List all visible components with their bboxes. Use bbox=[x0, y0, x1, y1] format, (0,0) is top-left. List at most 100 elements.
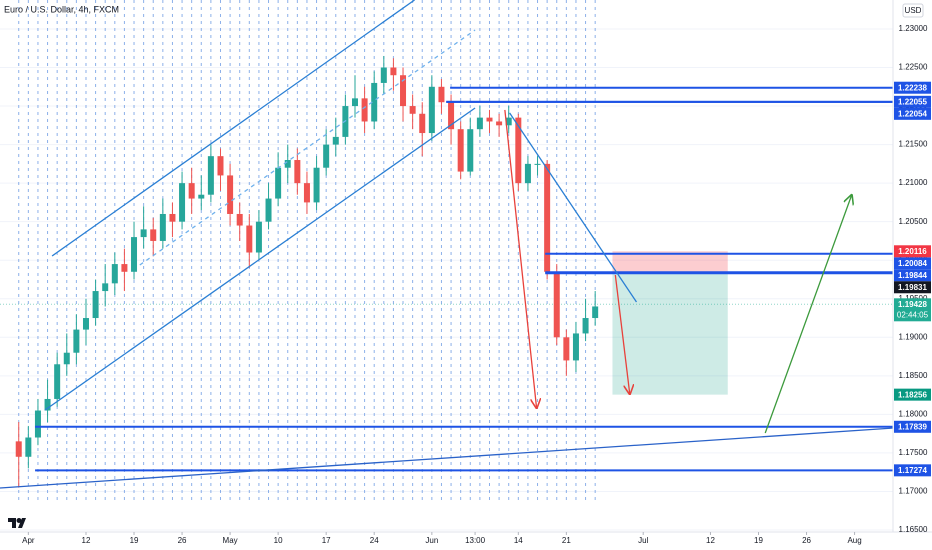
y-tick-label: 1.20500 bbox=[899, 217, 928, 226]
price-label-box bbox=[894, 269, 931, 282]
currency: USD bbox=[905, 6, 922, 15]
candle-body bbox=[198, 194, 205, 199]
candle-body bbox=[25, 437, 32, 457]
price-label: 1.22238 bbox=[898, 83, 927, 92]
candle-body bbox=[457, 129, 464, 172]
y-tick-label: 1.23000 bbox=[899, 24, 928, 33]
x-tick-label: 21 bbox=[562, 536, 571, 545]
trend-line bbox=[614, 274, 629, 394]
candle-body bbox=[236, 213, 243, 226]
logo bbox=[8, 518, 26, 528]
candle-body bbox=[361, 98, 368, 122]
price-label: 1.22054 bbox=[898, 109, 927, 118]
candle-body bbox=[34, 410, 41, 438]
candle-body bbox=[255, 221, 262, 253]
candle-body bbox=[265, 198, 272, 222]
candle-body bbox=[553, 271, 560, 338]
x-tick-label: 26 bbox=[802, 536, 811, 545]
price-labels: 1.22238 1.22055 1.22054 1.20084 1.19844 1.198… bbox=[894, 81, 931, 477]
candle-body bbox=[380, 67, 387, 83]
candle-body bbox=[467, 129, 474, 172]
candle-body bbox=[544, 163, 551, 272]
candle-body bbox=[169, 213, 176, 222]
drawings bbox=[0, 0, 894, 489]
y-tick-label: 1.18000 bbox=[899, 409, 928, 418]
candle-body bbox=[179, 183, 186, 222]
candle-body bbox=[592, 306, 599, 319]
candle-body bbox=[159, 213, 166, 241]
price-label-box bbox=[894, 81, 931, 94]
candle-body bbox=[515, 117, 522, 184]
candle-body bbox=[505, 117, 512, 126]
trend-line bbox=[764, 195, 851, 434]
x-tick-label: 19 bbox=[754, 536, 763, 545]
y-tick-label: 1.16500 bbox=[899, 525, 928, 534]
price-label-box bbox=[894, 245, 931, 258]
price-label-box bbox=[894, 420, 931, 433]
price-label: 1.19831 bbox=[898, 283, 927, 292]
price-label-box bbox=[894, 257, 931, 270]
target-zone bbox=[612, 273, 728, 395]
x-tick-label: 13:00 bbox=[465, 536, 486, 545]
candle-body bbox=[419, 113, 426, 134]
y-tick-label: 1.17500 bbox=[899, 448, 928, 457]
y-tick-label: 1.19000 bbox=[899, 332, 928, 341]
trend-line bbox=[44, 107, 476, 411]
x-tick-label: 17 bbox=[322, 536, 331, 545]
candles bbox=[15, 55, 599, 488]
candle-body bbox=[428, 86, 435, 134]
candle-body bbox=[73, 329, 80, 353]
price-label-box bbox=[894, 388, 931, 401]
candle-body bbox=[323, 144, 330, 168]
candle-body bbox=[111, 264, 118, 284]
drawings-back bbox=[0, 251, 893, 395]
symbol-title: Euro / U.S. Dollar, 4h, FXCM bbox=[4, 4, 119, 14]
x-tick-label: Jun bbox=[425, 536, 438, 545]
candle-body bbox=[140, 229, 147, 238]
candle-body bbox=[524, 163, 531, 184]
x-tick-label: Aug bbox=[847, 536, 861, 545]
candle-body bbox=[121, 264, 128, 272]
price-label-box bbox=[894, 95, 931, 108]
candle-body bbox=[390, 67, 397, 76]
x-tick-label: 24 bbox=[370, 536, 379, 545]
candle-body bbox=[303, 183, 310, 203]
trend-line bbox=[0, 427, 894, 489]
candle-body bbox=[351, 98, 358, 107]
price-label: 1.20116 bbox=[898, 247, 927, 256]
candle-body bbox=[313, 167, 320, 203]
candle-body bbox=[409, 106, 416, 114]
candle-body bbox=[217, 156, 224, 176]
candle-body bbox=[44, 398, 51, 411]
candle-body bbox=[496, 121, 503, 126]
y-tick-label: 1.18500 bbox=[899, 371, 928, 380]
x-tick-label: 14 bbox=[514, 536, 523, 545]
candle-body bbox=[63, 352, 70, 365]
candle-body bbox=[400, 75, 407, 107]
trend-line bbox=[504, 109, 537, 408]
y-tick-label: 1.21000 bbox=[899, 178, 928, 187]
price-label-box bbox=[894, 464, 931, 477]
x-tick-label: May bbox=[223, 536, 238, 545]
y-tick-label: 1.21500 bbox=[899, 140, 928, 149]
price-label: 1.18256 bbox=[898, 390, 927, 399]
candle-body bbox=[15, 441, 22, 457]
price-label: 1.17839 bbox=[898, 422, 927, 431]
stop-zone bbox=[612, 251, 728, 274]
price-label: 1.19428 bbox=[898, 300, 927, 309]
candle-body bbox=[82, 318, 89, 330]
x-tick-label: 10 bbox=[274, 536, 283, 545]
candle-body bbox=[207, 156, 214, 195]
currency-box[interactable] bbox=[902, 3, 924, 18]
x-tick-label: Apr bbox=[22, 536, 35, 545]
candle-body bbox=[582, 318, 589, 334]
x-tick-label: 12 bbox=[82, 536, 91, 545]
candle-body bbox=[54, 364, 61, 399]
candle-body bbox=[486, 117, 493, 122]
price-label-box bbox=[894, 298, 931, 322]
x-tick-label: 12 bbox=[706, 536, 715, 545]
candle-body bbox=[476, 117, 483, 130]
candle-body bbox=[448, 102, 455, 130]
